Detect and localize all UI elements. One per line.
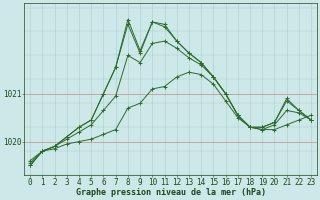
X-axis label: Graphe pression niveau de la mer (hPa): Graphe pression niveau de la mer (hPa)	[76, 188, 266, 197]
